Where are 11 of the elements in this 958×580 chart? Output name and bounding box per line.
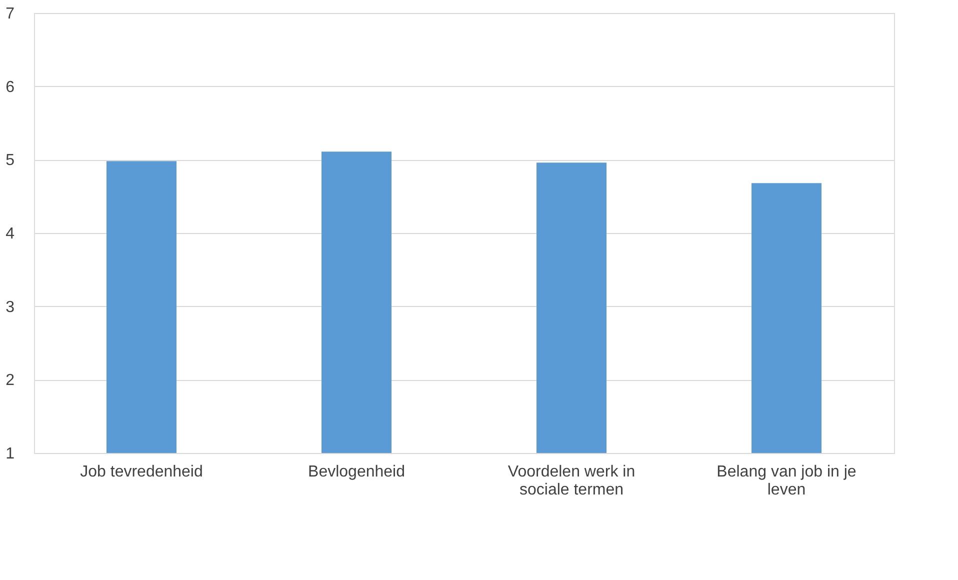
y-tick-label: 2 (6, 372, 15, 390)
x-tick-label: Bevlogenheid (308, 464, 405, 480)
y-tick-label: 1 (6, 446, 15, 462)
y-tick-label: 7 (6, 6, 15, 22)
y-tick-label: 3 (6, 298, 15, 316)
y-tick-label: 6 (6, 78, 15, 96)
y-tick-label: 5 (6, 152, 15, 170)
x-tick-label: Job tevredenheid (80, 464, 203, 480)
x-tick-label: Belang van job in je leven (716, 464, 856, 498)
y-tick-label: 4 (6, 226, 15, 242)
x-tick-label: Voordelen werk in sociale termen (508, 464, 636, 498)
